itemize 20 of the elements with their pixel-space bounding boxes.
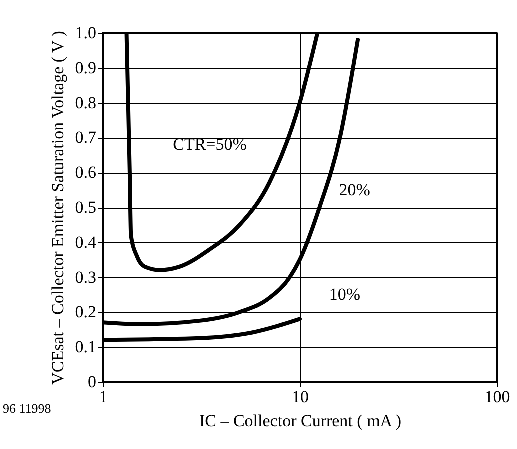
x-tick-label: 100 bbox=[484, 388, 510, 406]
series-label: CTR=50% bbox=[173, 134, 247, 154]
y-tick-label: 0.7 bbox=[75, 128, 97, 148]
y-tick-label: 0 bbox=[88, 372, 96, 392]
series-label: 10% bbox=[329, 285, 361, 304]
y-tick-label: 1.0 bbox=[75, 24, 96, 42]
y-tick-label: 0.9 bbox=[75, 58, 96, 78]
text: 96 11998 bbox=[3, 401, 52, 416]
x-tick-label: 1 bbox=[99, 388, 108, 406]
x-axis-title: IC – Collector Current ( mA ) bbox=[199, 412, 402, 430]
y-tick-label: 0.5 bbox=[75, 198, 96, 217]
series-label: 20% bbox=[339, 180, 370, 200]
y-tick-label: 0.4 bbox=[75, 232, 97, 252]
x-tick-label: 10 bbox=[292, 388, 309, 406]
y-tick-label: 0.6 bbox=[75, 163, 96, 182]
y-tick-label: 0.3 bbox=[75, 268, 96, 287]
y-tick-label: 0.8 bbox=[75, 93, 96, 112]
y-tick-label: 0.1 bbox=[75, 338, 96, 357]
y-tick-label: 0.2 bbox=[75, 302, 96, 322]
y-axis-title: VCEsat – Collector Emitter Saturation Voltage ( V ) bbox=[48, 31, 68, 385]
